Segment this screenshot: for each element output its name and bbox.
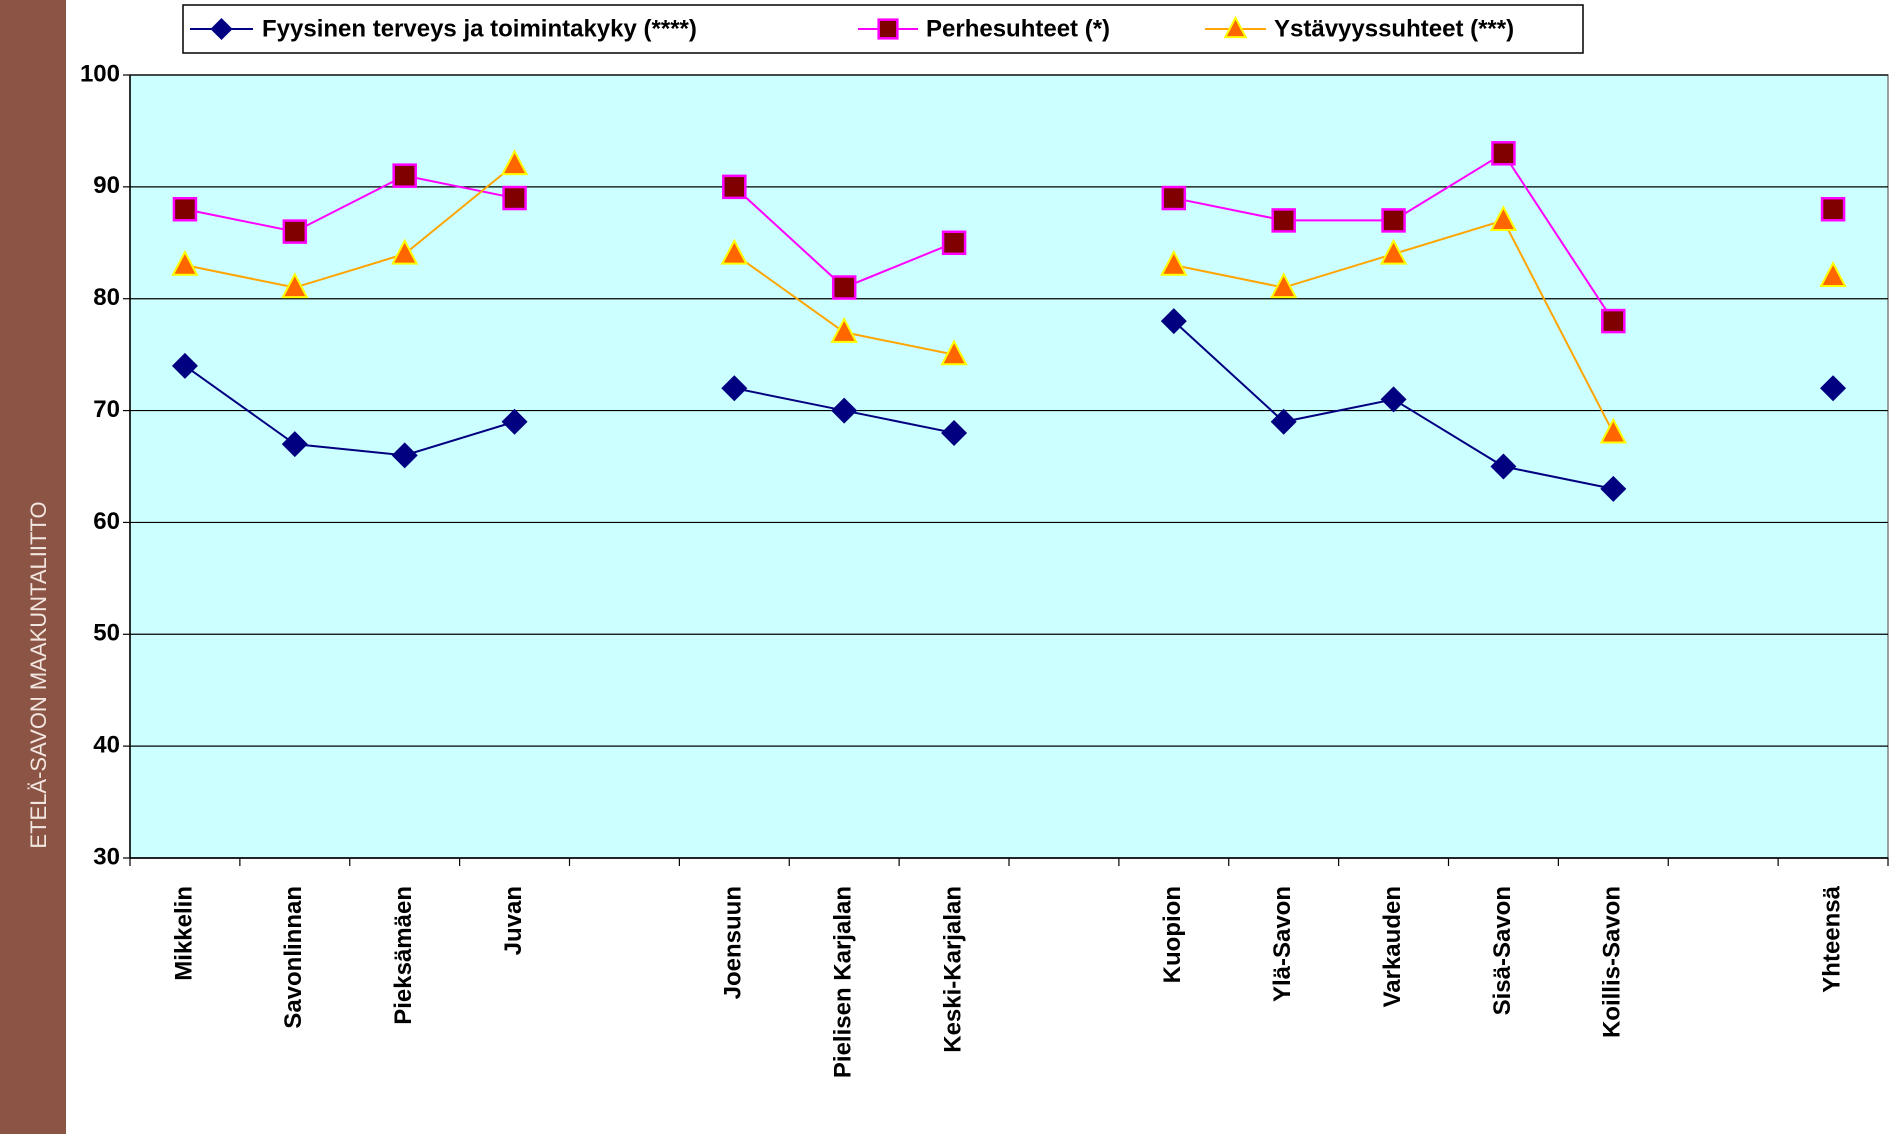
x-tick-label: Joensuun: [720, 886, 747, 999]
data-point: [1820, 196, 1846, 222]
data-point: [501, 408, 528, 435]
data-point: [1490, 453, 1517, 480]
y-tick-label: 60: [93, 508, 120, 535]
data-point: [502, 185, 527, 211]
x-tick-label: Pieksämäen: [390, 886, 417, 1025]
data-point: [941, 230, 967, 256]
x-tick-label: Savonlinnan: [280, 886, 307, 1029]
data-point: [940, 339, 968, 366]
y-tick-label: 100: [80, 60, 120, 87]
x-tick-label: Pielisen Karjalan: [830, 886, 857, 1078]
data-point: [1599, 417, 1627, 444]
y-tick-label: 70: [93, 396, 120, 423]
data-point: [830, 316, 858, 343]
data-point: [1270, 408, 1297, 435]
data-point: [831, 275, 857, 300]
data-point: [1489, 205, 1518, 232]
x-tick-label: Ylä-Savon: [1269, 886, 1296, 1002]
data-point: [1160, 249, 1188, 276]
data-point: [1600, 475, 1627, 502]
data-point: [1161, 185, 1187, 211]
legend-label: Fyysinen terveys ja toimintakyky (****): [262, 15, 697, 42]
data-point: [171, 249, 199, 276]
data-point: [391, 442, 418, 469]
x-tick-label: Yhteensä: [1818, 885, 1845, 992]
data-point: [831, 397, 858, 424]
data-point: [392, 163, 417, 188]
x-tick-label: Sisä-Savon: [1489, 886, 1516, 1015]
data-point: [720, 238, 748, 265]
data-point: [281, 431, 308, 458]
data-point: [1820, 375, 1847, 402]
legend-label: Perhesuhteet (*): [926, 15, 1110, 42]
data-point: [722, 174, 747, 200]
data-point: [1379, 238, 1408, 265]
data-point: [1819, 260, 1847, 287]
x-tick-label: Koillis-Savon: [1599, 886, 1626, 1038]
data-point: [1491, 141, 1516, 166]
y-tick-label: 50: [93, 620, 120, 647]
y-tick-label: 80: [93, 284, 120, 311]
y-tick-label: 40: [93, 731, 120, 758]
data-point: [391, 238, 419, 265]
data-point: [1601, 308, 1626, 334]
legend-marker: [1223, 15, 1248, 39]
sidebar-text: ETELÄ-SAVON MAAKUNTALIITTO: [26, 501, 51, 848]
data-point: [171, 352, 198, 379]
data-point: [172, 196, 198, 222]
x-tick-label: Varkauden: [1379, 886, 1406, 1007]
legend-marker: [877, 18, 899, 40]
data-point: [721, 375, 748, 402]
data-point: [1381, 208, 1406, 233]
sidebar: [0, 0, 66, 1134]
y-tick-label: 90: [93, 172, 120, 199]
plot-area: [129, 74, 1889, 859]
data-point: [500, 149, 529, 176]
data-point: [282, 219, 308, 244]
data-point: [1270, 272, 1298, 299]
data-point: [281, 272, 309, 299]
data-point: [941, 419, 968, 446]
data-point: [1380, 386, 1407, 413]
legend-label: Ystävyyssuhteet (***): [1274, 15, 1514, 42]
x-tick-label: Mikkelin: [170, 886, 197, 981]
x-tick-label: Kuopion: [1159, 886, 1186, 983]
legend-marker: [210, 17, 233, 41]
y-tick-label: 30: [93, 843, 120, 870]
x-tick-label: Keski-Karjalan: [939, 886, 966, 1053]
x-tick-label: Juvan: [500, 886, 527, 955]
data-point: [1160, 308, 1187, 335]
data-point: [1271, 208, 1296, 233]
